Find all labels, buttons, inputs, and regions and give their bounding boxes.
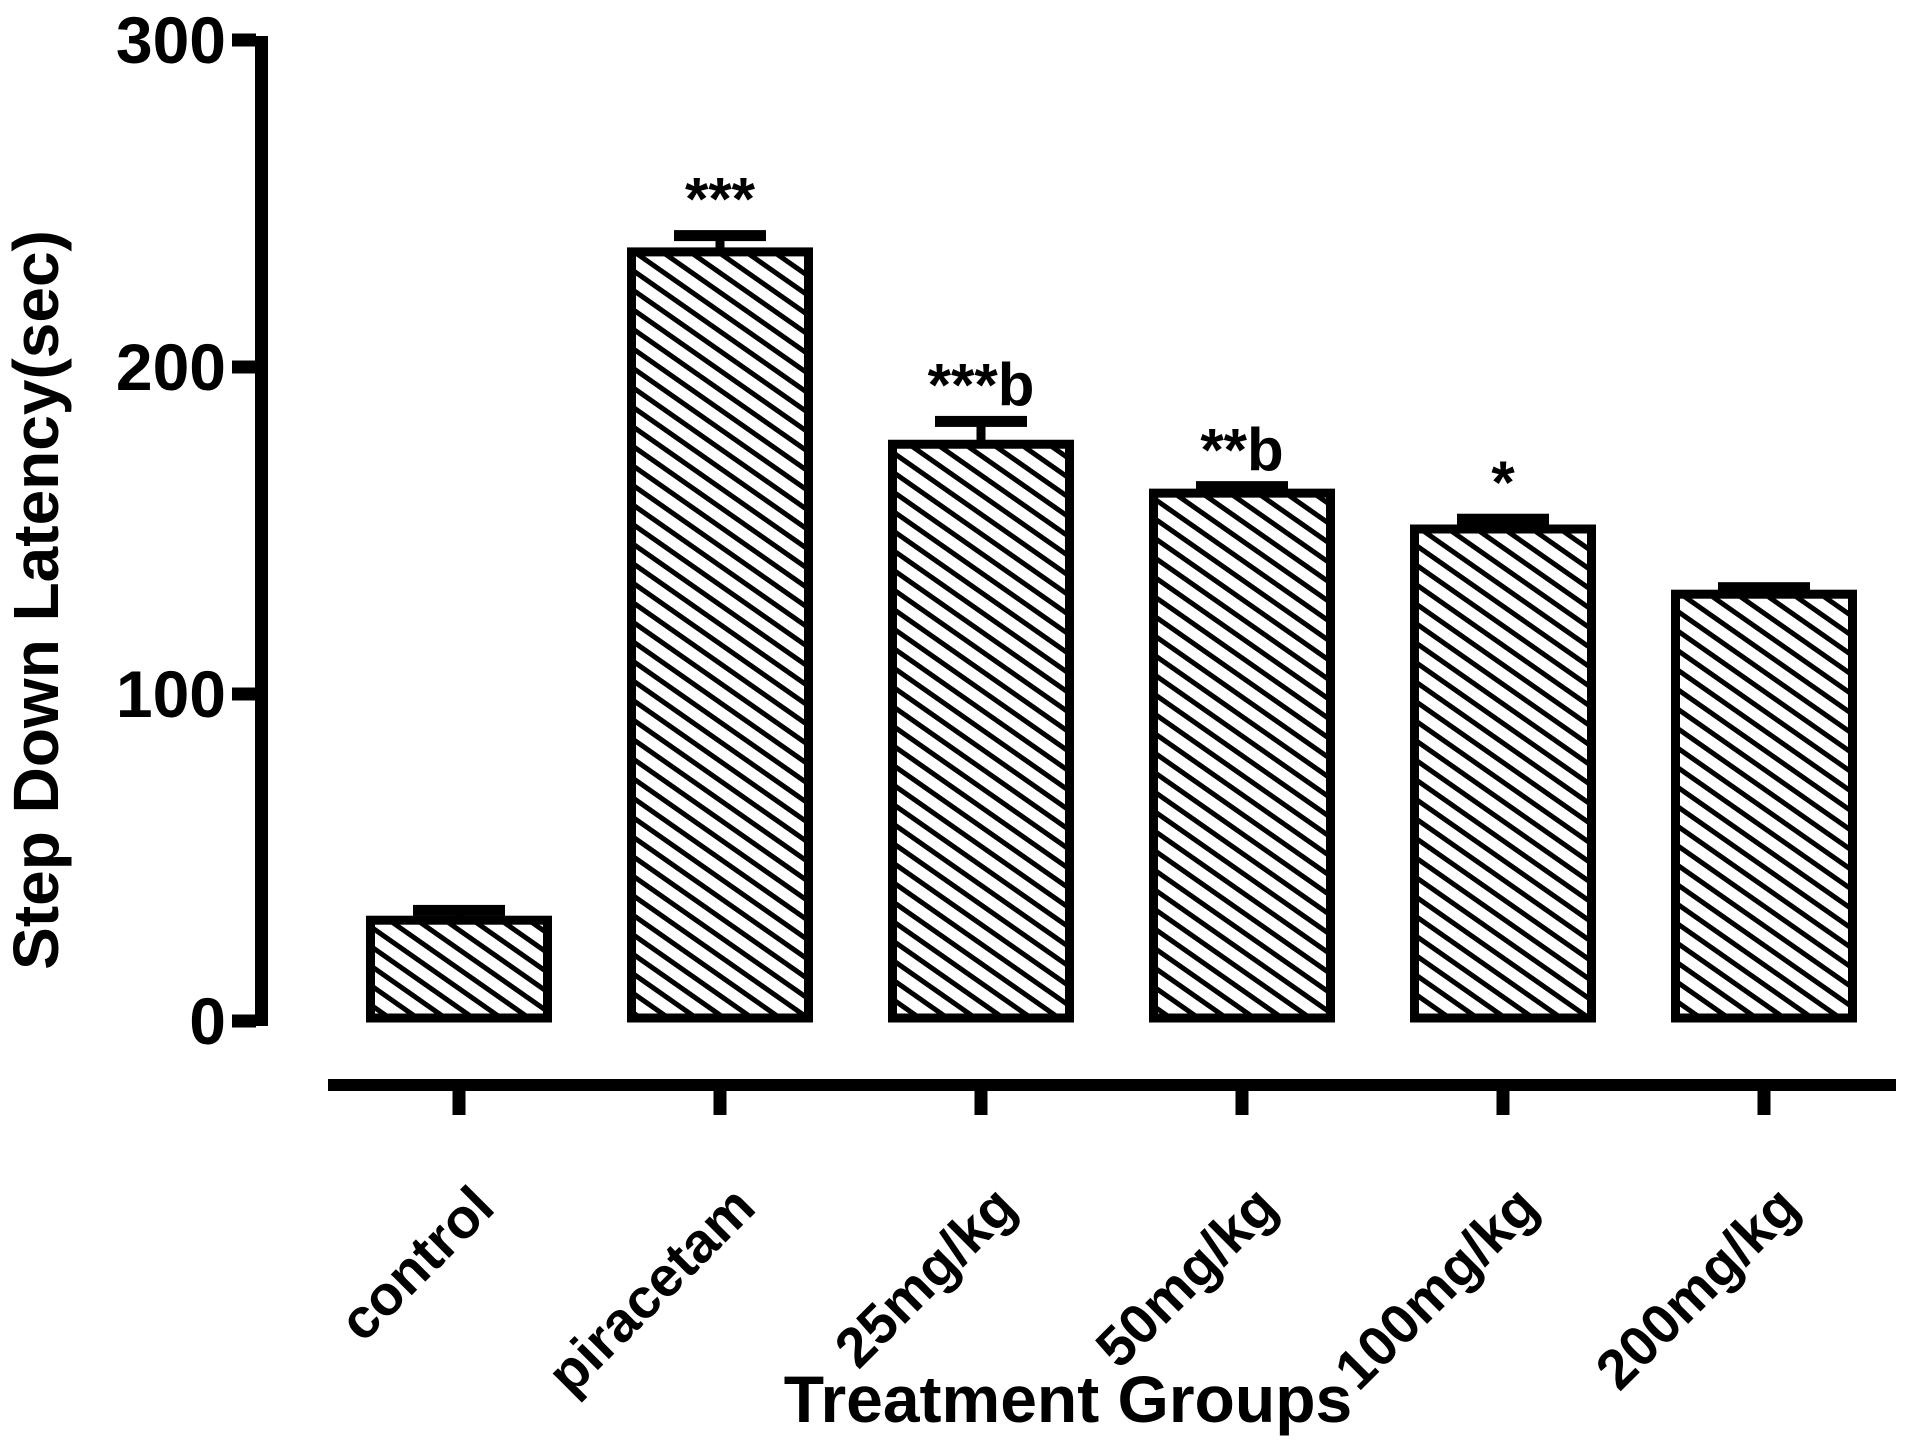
bar-control <box>366 915 552 1023</box>
error-bar-cap <box>1196 481 1288 493</box>
error-bar-cap <box>413 904 505 916</box>
x-axis-title: Treatment Groups <box>784 1362 1352 1436</box>
bar-piracetam <box>627 247 813 1023</box>
x-tick-label-50mg/kg: 50mg/kg <box>1083 1174 1288 1379</box>
x-axis-ticks: control piracetam 25mg/kg 50mg/kg 100mg/kg 20… <box>327 1091 1810 1406</box>
bar-50mg/kg <box>1149 488 1335 1023</box>
y-axis-line <box>255 36 268 1026</box>
x-tick-label-100mg/kg: 100mg/kg <box>1322 1174 1549 1401</box>
x-tick <box>713 1091 727 1115</box>
error-bar-cap <box>674 230 766 242</box>
y-tick-label: 0 <box>189 984 226 1058</box>
y-tick <box>232 1014 256 1028</box>
x-tick-label-200mg/kg: 200mg/kg <box>1583 1174 1810 1401</box>
y-axis-ticks: 0 100 200 300 <box>116 3 256 1058</box>
y-tick-label: 100 <box>116 657 226 731</box>
y-tick-label: 200 <box>116 330 226 404</box>
error-bar <box>976 421 986 449</box>
significance-label: ***b <box>928 351 1035 418</box>
x-axis-line <box>328 1079 1896 1091</box>
y-tick <box>232 360 256 374</box>
x-tick-label-piracetam: piracetam <box>535 1174 767 1406</box>
y-axis-title: Step Down Latency(sec) <box>0 230 72 970</box>
y-tick <box>232 33 256 47</box>
significance-label: * <box>1491 449 1515 516</box>
y-tick-label: 300 <box>116 3 226 77</box>
significance-label: **b <box>1200 417 1283 484</box>
bar-25mg/kg <box>888 439 1074 1023</box>
x-tick <box>1496 1091 1510 1115</box>
x-tick <box>1235 1091 1249 1115</box>
error-bar <box>715 235 725 256</box>
bar-200mg/kg <box>1671 589 1857 1023</box>
error-bar-cap <box>1457 513 1549 525</box>
x-tick <box>974 1091 988 1115</box>
error-bar-cap <box>935 415 1027 427</box>
x-tick <box>1757 1091 1771 1115</box>
x-tick <box>452 1091 466 1115</box>
bar-100mg/kg <box>1410 524 1596 1023</box>
x-tick-label-25mg/kg: 25mg/kg <box>822 1174 1027 1379</box>
error-bar-cap <box>1718 582 1810 594</box>
x-tick-label-control: control <box>327 1174 506 1353</box>
bars-group: *** ***b **b * <box>366 166 1857 1023</box>
significance-label: *** <box>685 166 756 233</box>
y-tick <box>232 687 256 701</box>
